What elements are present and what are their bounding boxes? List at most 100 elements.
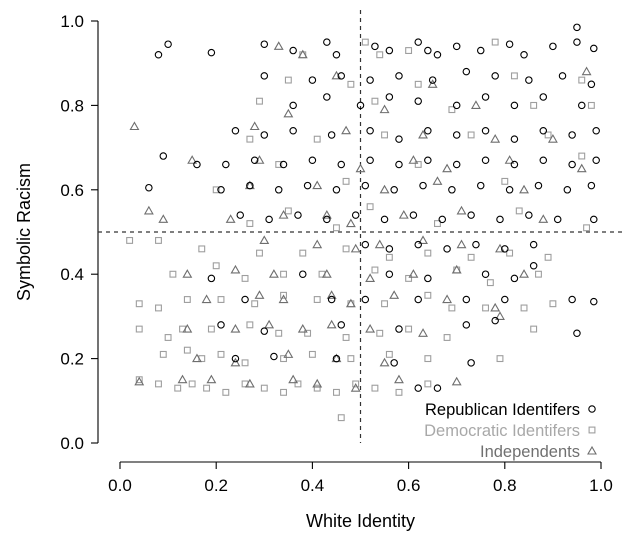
- data-point-circle: [525, 211, 533, 219]
- data-point-triangle: [581, 66, 592, 76]
- data-point-square: [405, 325, 413, 333]
- data-point-circle: [385, 93, 394, 101]
- legend-marker-circle: [588, 405, 596, 413]
- data-point-circle: [472, 240, 480, 249]
- data-point-triangle: [408, 269, 419, 278]
- data-point-circle: [222, 160, 230, 169]
- data-point-square: [246, 321, 254, 329]
- data-point-square: [361, 38, 369, 46]
- data-point-circle: [332, 51, 341, 59]
- data-point-circle: [428, 76, 437, 84]
- data-point-circle: [246, 181, 254, 190]
- data-point-circle: [260, 40, 269, 48]
- data-points: [126, 23, 600, 422]
- data-point-circle: [337, 321, 346, 329]
- data-point-circle: [395, 325, 403, 333]
- data-point-square: [405, 47, 413, 54]
- data-point-triangle: [427, 79, 438, 88]
- data-point-square: [530, 101, 538, 109]
- data-point-square: [486, 279, 494, 287]
- data-point-square: [385, 253, 393, 261]
- data-point-triangle: [345, 218, 356, 228]
- data-point-circle: [159, 152, 168, 160]
- data-point-circle: [327, 295, 336, 304]
- data-point-circle: [323, 38, 331, 46]
- data-point-circle: [529, 240, 538, 249]
- data-point-triangle: [312, 378, 323, 388]
- data-point-circle: [380, 215, 389, 224]
- data-point-circle: [390, 186, 398, 194]
- data-point-circle: [424, 274, 432, 283]
- data-point-triangle: [547, 134, 558, 143]
- data-point-square: [366, 203, 374, 211]
- data-point-square: [381, 300, 388, 308]
- data-point-circle: [366, 126, 374, 135]
- data-point-triangle: [244, 378, 255, 388]
- data-point-circle: [414, 97, 422, 105]
- data-point-triangle: [379, 184, 390, 194]
- data-point-triangle: [538, 214, 549, 223]
- data-point-square: [183, 296, 191, 303]
- data-point-circle: [250, 156, 259, 165]
- data-point-square: [342, 177, 350, 185]
- data-point-triangle: [288, 374, 299, 384]
- x-axis-title: White Identity: [306, 511, 415, 531]
- data-point-triangle: [418, 235, 428, 244]
- data-point-triangle: [456, 205, 467, 215]
- data-point-circle: [274, 186, 283, 194]
- data-point-circle: [385, 270, 394, 278]
- data-point-square: [299, 249, 307, 257]
- data-point-circle: [481, 93, 490, 101]
- data-point-square: [482, 304, 490, 312]
- data-point-circle: [424, 46, 432, 55]
- data-point-square: [467, 131, 475, 139]
- data-point-triangle: [326, 319, 337, 329]
- data-point-circle: [590, 215, 598, 224]
- data-point-triangle: [192, 353, 202, 363]
- data-point-circle: [241, 295, 249, 304]
- data-point-circle: [419, 181, 427, 190]
- x-tick-label: 0.4: [301, 476, 325, 495]
- data-point-square: [332, 224, 340, 232]
- data-point-circle: [462, 321, 471, 329]
- data-point-square: [246, 220, 254, 228]
- data-point-circle: [505, 40, 514, 48]
- data-point-triangle: [504, 155, 515, 164]
- data-point-circle: [590, 297, 598, 306]
- data-point-circle: [414, 384, 422, 392]
- data-point-circle: [539, 126, 548, 135]
- data-point-circle: [390, 359, 398, 367]
- data-point-circle: [452, 101, 461, 110]
- data-point-triangle: [394, 374, 404, 384]
- data-point-circle: [568, 131, 576, 139]
- data-point-square: [337, 414, 345, 422]
- data-point-triangle: [456, 239, 467, 249]
- data-point-square: [169, 270, 177, 278]
- y-ticks: 0.0 0.2 0.4 0.6 0.8 1.0: [60, 12, 98, 453]
- data-point-circle: [145, 183, 153, 192]
- data-point-triangle: [273, 41, 284, 50]
- data-point-square: [203, 384, 211, 392]
- data-point-circle: [154, 51, 163, 59]
- data-point-triangle: [312, 180, 323, 190]
- data-point-square: [241, 359, 249, 367]
- data-point-triangle: [345, 298, 356, 308]
- data-point-circle: [260, 131, 269, 139]
- data-point-circle: [587, 80, 596, 89]
- data-point-square: [304, 329, 312, 337]
- series-triangle: [129, 41, 592, 392]
- data-point-triangle: [365, 323, 376, 333]
- data-point-triangle: [158, 214, 169, 223]
- data-point-circle: [520, 51, 528, 59]
- data-point-triangle: [321, 210, 332, 219]
- data-point-square: [347, 80, 355, 88]
- data-point-square: [448, 304, 456, 312]
- data-point-triangle: [278, 294, 289, 304]
- legend-label: Democratic Identifers: [424, 422, 580, 440]
- data-point-circle: [510, 135, 519, 143]
- data-point-square: [496, 355, 504, 363]
- data-point-square: [501, 177, 509, 185]
- data-point-circle: [433, 384, 442, 392]
- reference-lines: [98, 10, 622, 443]
